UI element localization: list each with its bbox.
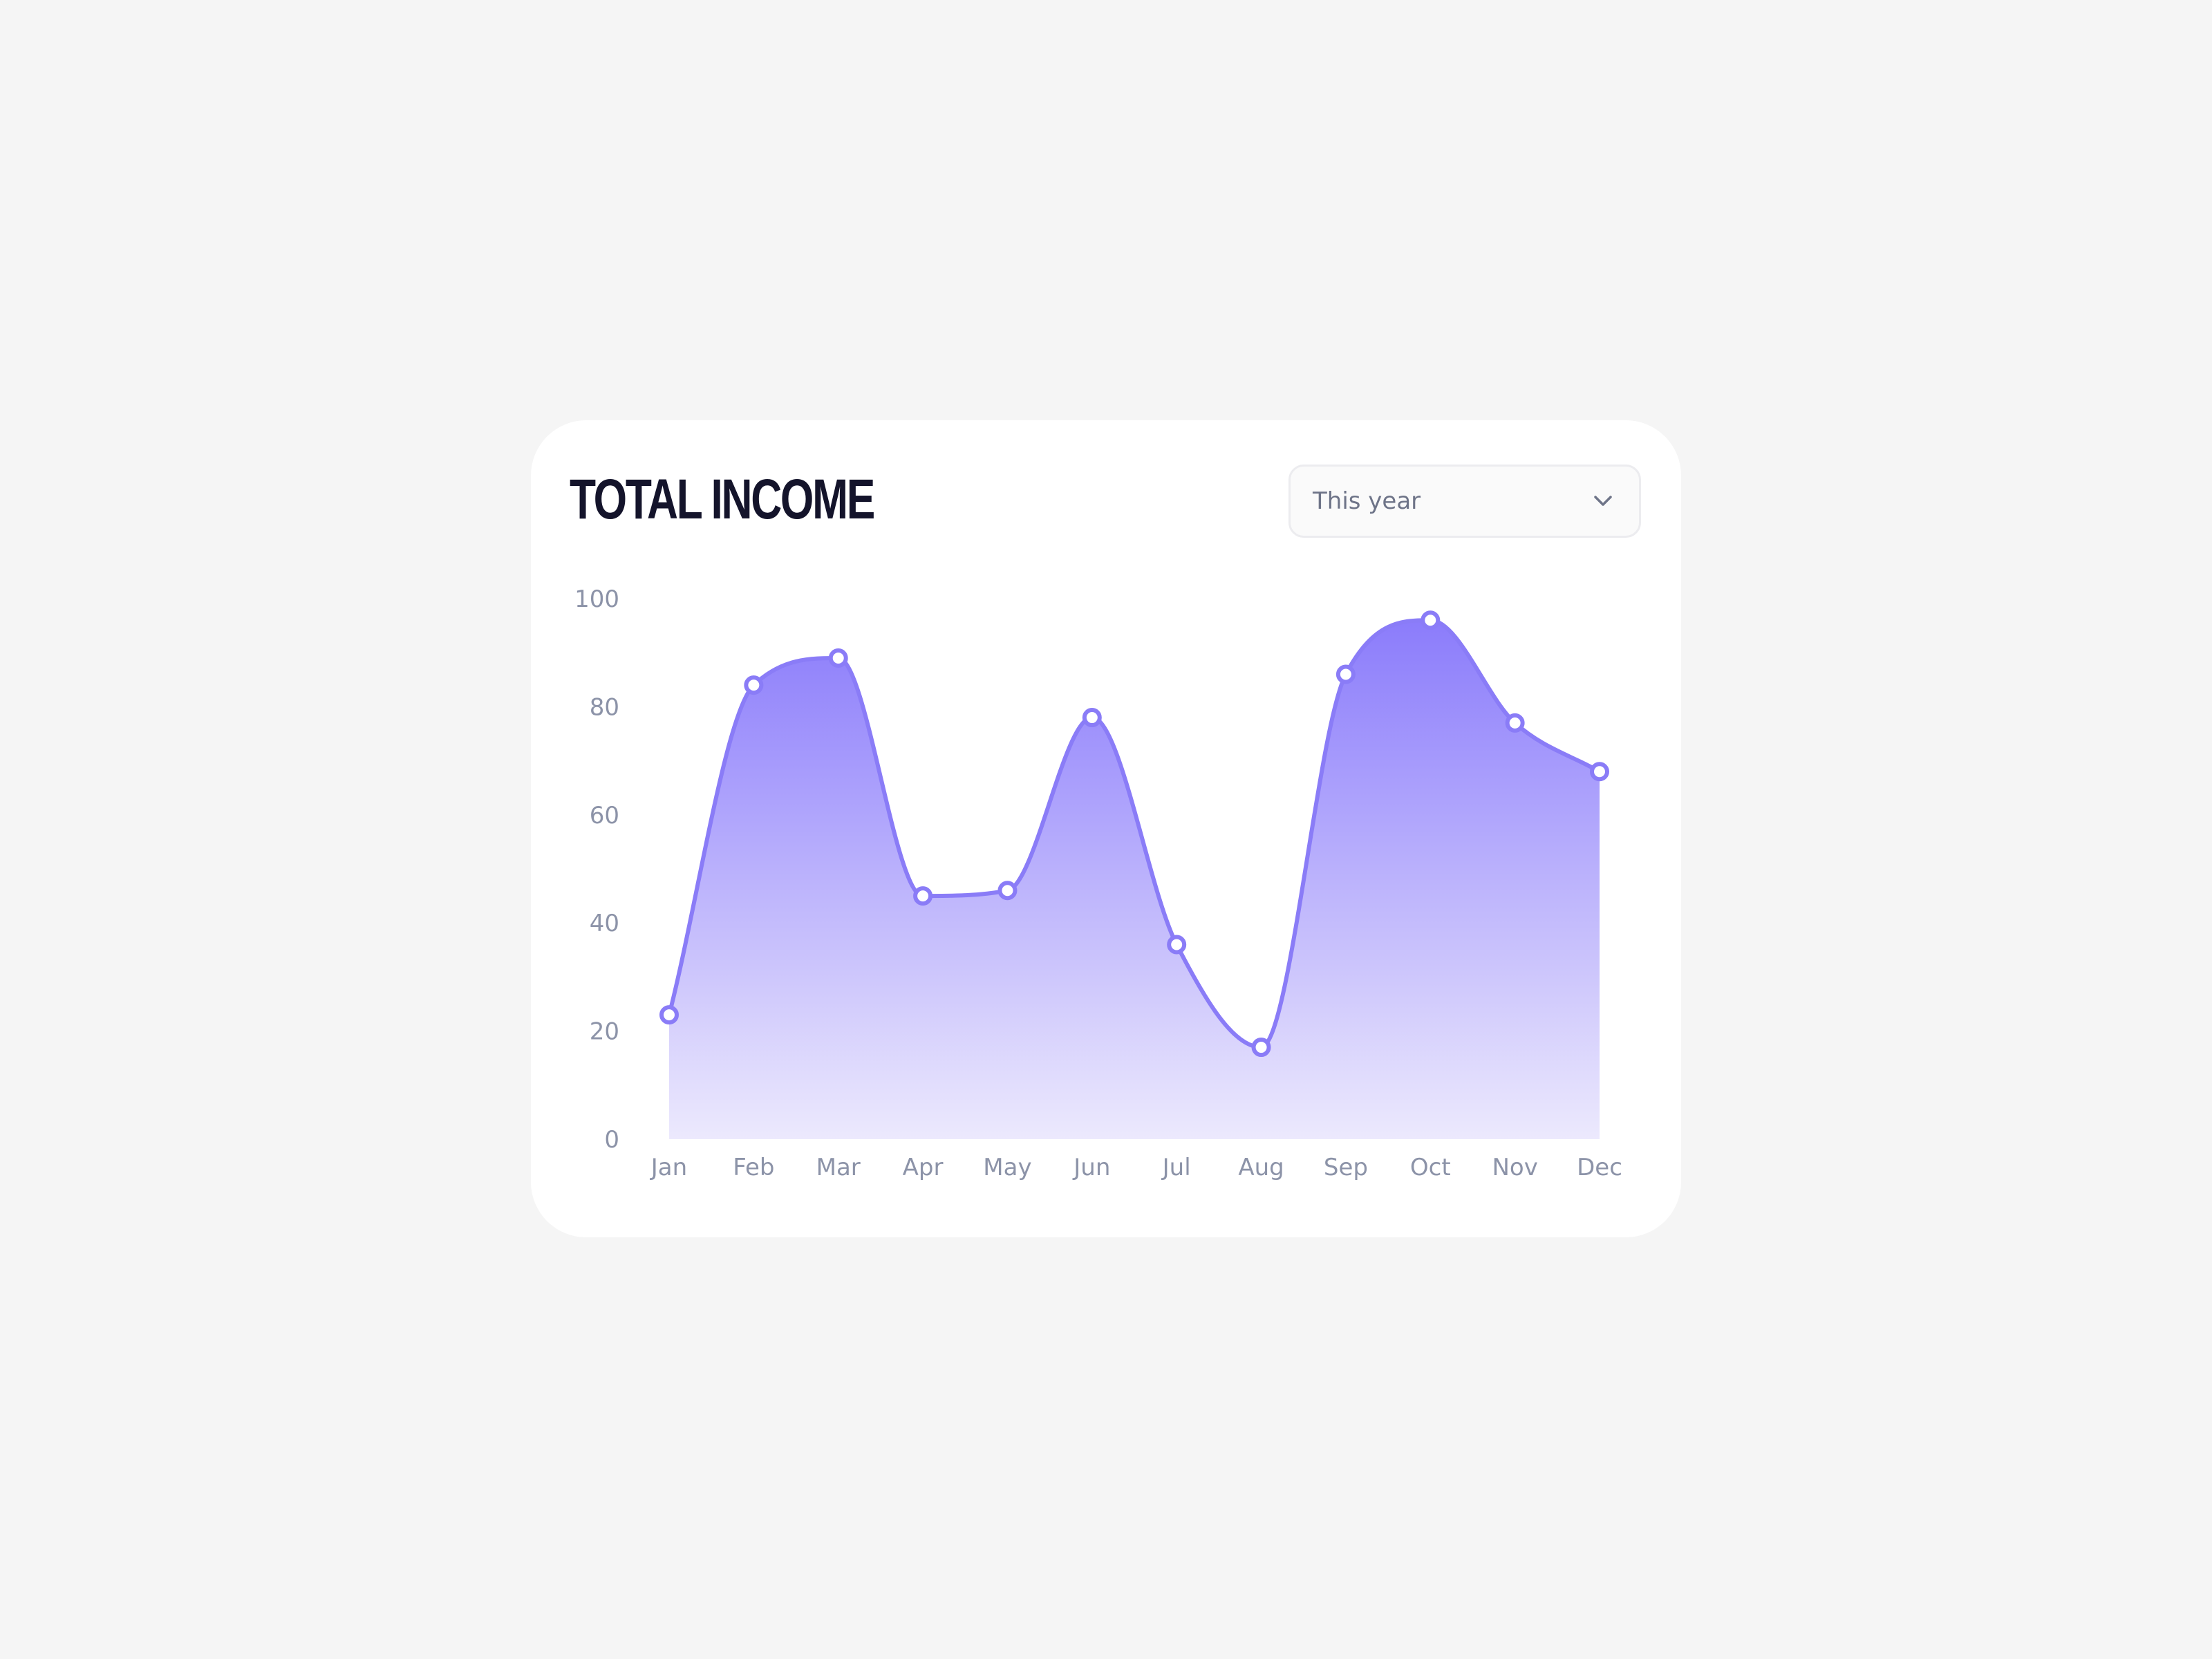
y-tick-label: 40 (590, 910, 619, 937)
income-area-chart: 0 20 40 60 80 100 Jan Feb Mar Apr May Jun Jul Aug Sep… (574, 585, 1622, 1181)
data-point (1082, 708, 1102, 728)
data-point (913, 886, 933, 906)
x-tick-label: Jan (650, 1154, 687, 1181)
y-tick-label: 100 (574, 585, 619, 613)
data-point (997, 881, 1018, 901)
y-tick-label: 0 (604, 1126, 619, 1154)
period-dropdown[interactable]: This year (1288, 465, 1641, 538)
x-tick-label: Mar (816, 1154, 861, 1181)
data-point (1167, 935, 1187, 955)
x-tick-label: Aug (1238, 1154, 1284, 1181)
chevron-down-icon (1594, 496, 1612, 506)
data-point (1505, 713, 1525, 733)
y-axis-tick-labels: 0 20 40 60 80 100 (574, 585, 619, 1154)
total-income-card: TOTAL INCOME This year 0 20 40 60 80 100 Jan F… (531, 420, 1681, 1237)
y-tick-label: 80 (590, 693, 619, 721)
data-point (1251, 1038, 1271, 1058)
x-tick-label: Apr (903, 1154, 944, 1181)
income-data-points (659, 610, 1609, 1058)
data-point (1421, 610, 1441, 630)
x-tick-label: Jun (1072, 1154, 1110, 1181)
x-tick-label: Oct (1410, 1154, 1451, 1181)
data-point (1335, 664, 1356, 684)
data-point (659, 1005, 679, 1025)
card-title: TOTAL INCOME (570, 468, 875, 531)
income-area-fill (669, 620, 1600, 1139)
y-tick-label: 60 (590, 802, 619, 830)
x-tick-label: Sep (1324, 1154, 1368, 1181)
x-tick-label: Dec (1577, 1154, 1622, 1181)
income-series-line (667, 618, 1602, 1050)
x-tick-label: May (983, 1154, 1031, 1181)
data-point (744, 675, 764, 695)
x-tick-label: Jul (1161, 1154, 1191, 1181)
period-dropdown-value: This year (1313, 487, 1421, 515)
x-axis-tick-labels: Jan Feb Mar Apr May Jun Jul Aug Sep Oct Nov Dec (650, 1154, 1622, 1181)
data-point (828, 648, 848, 668)
x-tick-label: Nov (1492, 1154, 1537, 1181)
x-tick-label: Feb (733, 1154, 774, 1181)
data-point (1590, 762, 1609, 782)
y-tick-label: 20 (590, 1018, 619, 1046)
